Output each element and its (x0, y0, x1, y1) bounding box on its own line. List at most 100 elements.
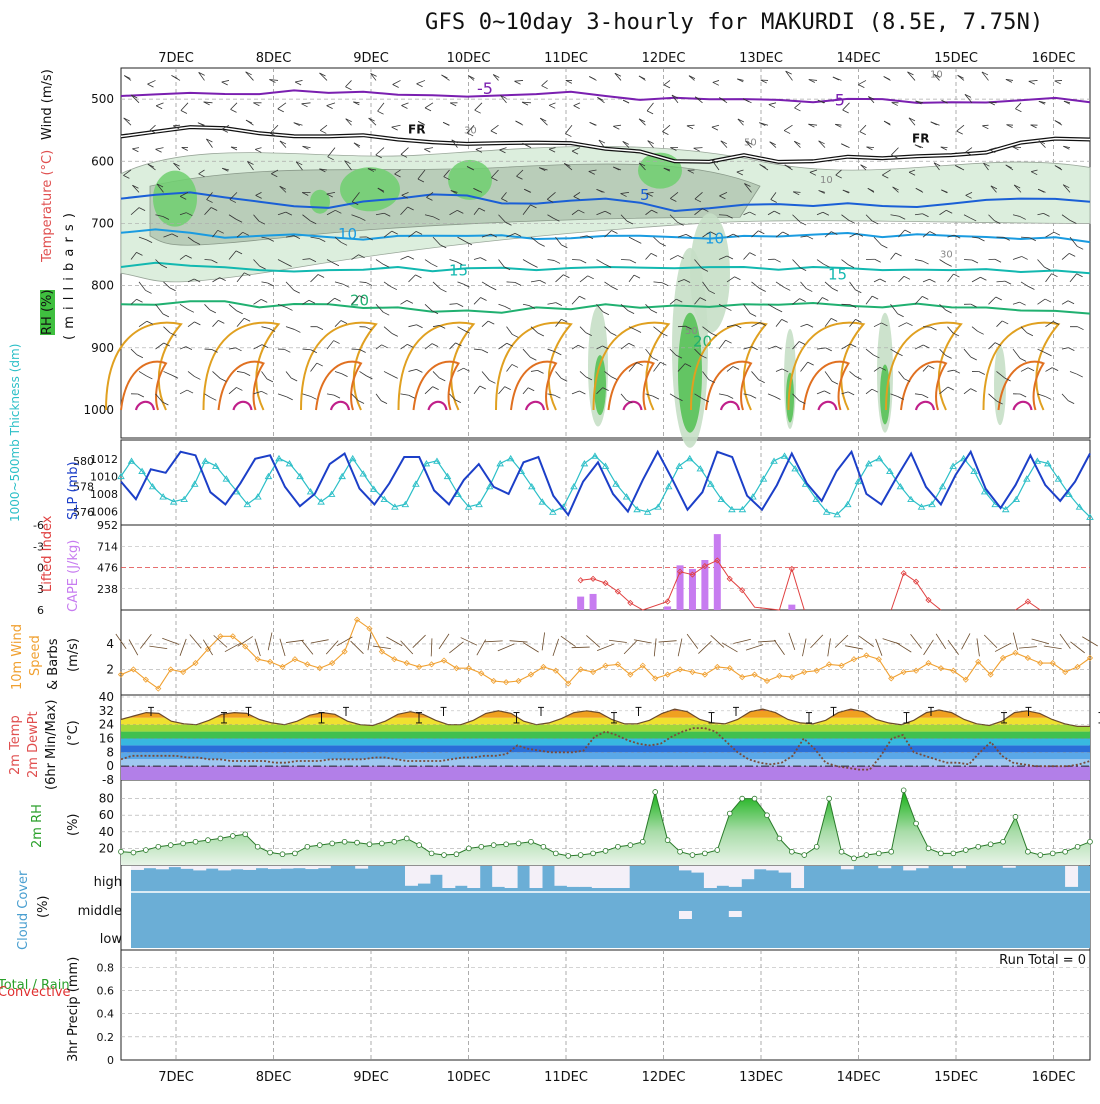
wind10-barb (553, 639, 559, 656)
wind-barb (474, 349, 482, 350)
rh2m-point (491, 843, 496, 848)
temp-band (121, 752, 1090, 759)
wind-barb-flag (255, 149, 261, 152)
cloud-gap-high (455, 866, 468, 886)
wind-barb-flag (512, 364, 518, 367)
date-top-label: 7DEC (158, 51, 194, 66)
wind-barb (915, 260, 923, 262)
wind-barb-flag (236, 387, 242, 390)
wind-barb (417, 80, 425, 83)
wind-barb (629, 237, 635, 240)
wind10-barb (561, 636, 576, 646)
isotherm-20 (121, 301, 1090, 313)
wind-barb-flag (440, 289, 446, 292)
wind-barb (819, 141, 825, 148)
wind-barb (964, 349, 971, 357)
wind10-ylabel-b: Speed (28, 635, 43, 676)
wind-barb-flag (327, 106, 333, 109)
wind-barb (180, 304, 188, 309)
rh2m-point (864, 853, 869, 858)
isotherm-label: 15 (449, 262, 468, 280)
wind-barb (409, 369, 417, 371)
rh2m-point (529, 839, 534, 844)
wind-barb-flag (628, 311, 634, 314)
wind-barb (982, 125, 988, 126)
rh2m-point (852, 856, 857, 861)
wind-barb (280, 141, 286, 148)
wind-barb-flag (360, 349, 366, 352)
wind-barb-flag (884, 121, 890, 124)
wind-barb (948, 370, 954, 371)
wind10-barb (190, 634, 202, 648)
wind-barb-flag (342, 374, 348, 377)
wind-barb (572, 391, 579, 394)
wind-barb (793, 260, 801, 268)
cape-tick-label: 238 (97, 583, 118, 596)
precip-ylabel-b: Convective (0, 985, 71, 1000)
wind-barb (360, 282, 367, 283)
wind-barb-flag (236, 348, 242, 351)
wind-barb (542, 80, 548, 85)
cloud-gap-high (604, 866, 617, 888)
rh2m-point (293, 851, 298, 856)
rh2m-point (541, 844, 546, 849)
wind-barb-flag (980, 277, 986, 280)
wind-barb (499, 343, 507, 349)
cloud-gap-high (704, 866, 717, 888)
wind-barb-flag (366, 283, 372, 286)
wind-barb-flag (137, 299, 143, 302)
wind-barb-flag (808, 362, 814, 365)
wind-barb (966, 148, 972, 153)
wind-barb-flag (335, 298, 341, 301)
wind-barb (744, 304, 751, 313)
wind-barb-flag (147, 84, 153, 87)
wind10-line (121, 620, 1090, 689)
wind-barb (124, 118, 131, 125)
rh2m-point (143, 848, 148, 853)
cloud-gap-high (841, 866, 854, 869)
wind-barb-flag (651, 253, 657, 256)
wind-barb-flag (806, 289, 812, 292)
li-line (1016, 602, 1041, 611)
wind-barb-flag (481, 298, 487, 301)
wind10-barb (439, 634, 449, 649)
wind-barb-flag (439, 378, 445, 381)
wind-barb-flag (946, 355, 952, 358)
wind-barb (164, 282, 170, 288)
date-bottom-label: 14DEC (837, 1070, 881, 1085)
wind10-barb (286, 640, 304, 642)
wind-barb-flag (146, 290, 152, 293)
pressure-tick-label: 700 (91, 216, 114, 230)
rh2m-point (342, 839, 347, 844)
wind-barb-flag (639, 76, 645, 79)
temp-band (121, 745, 1090, 752)
wind-barb (744, 253, 750, 260)
rh2m-point (404, 836, 409, 841)
cloud-gap-high (430, 866, 443, 875)
wind-barb-flag (490, 287, 496, 290)
wind10-barb (149, 646, 167, 649)
rh2m-point (355, 840, 360, 845)
wind10-barb (810, 635, 822, 648)
slp-tick-label: 1006 (90, 505, 118, 518)
isotherm-35 (331, 402, 349, 410)
wind-barb (580, 371, 586, 376)
wind10-barb (936, 634, 946, 649)
date-bottom-label: 16DEC (1032, 1070, 1076, 1085)
wind-barb-flag (181, 110, 187, 113)
wind-barb (891, 253, 896, 259)
wind10-barb (1060, 634, 1070, 649)
cloud-gap-high (916, 866, 929, 868)
wind-barb (229, 387, 236, 393)
wind-barb-flag (1028, 368, 1034, 371)
wind-barb-flag (480, 258, 486, 261)
wind-barb (1013, 256, 1022, 259)
rh2m-tick-label: 40 (99, 825, 114, 839)
wind-barb-flag (366, 376, 372, 379)
rh2m-point (181, 841, 186, 846)
wind-barb-flag (922, 395, 928, 398)
wind-barb (384, 371, 392, 375)
wind-barb-flag (978, 331, 984, 334)
cloud-ylabel-a: Cloud Cover (16, 871, 31, 950)
